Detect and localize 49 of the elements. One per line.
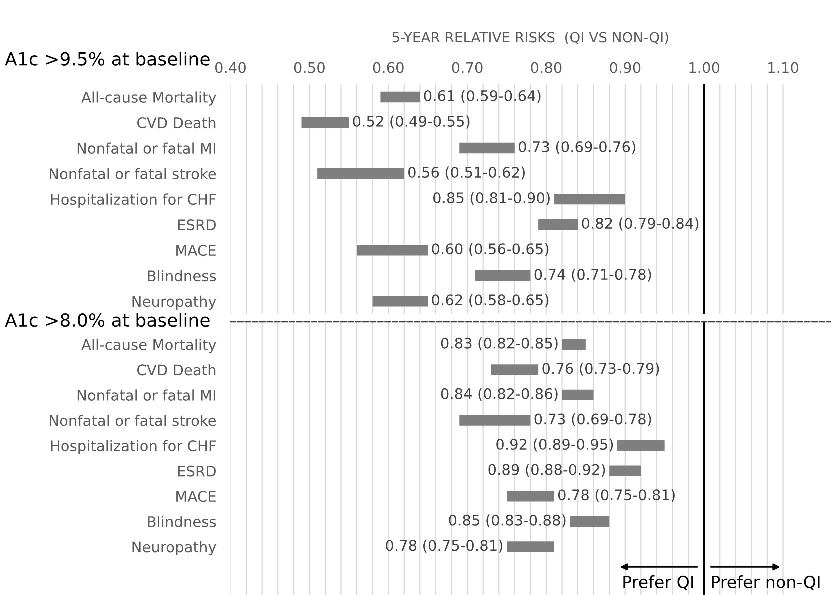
annotation: 0.85 (0.81-0.90): [433, 192, 550, 206]
annotation: 0.89 (0.88-0.92): [488, 464, 606, 478]
y-tick-label: Nonfatal or fatal stroke: [50, 414, 216, 426]
y-tick-label: Neuropathy: [132, 296, 216, 310]
annotation: 0.84 (0.82-0.86): [441, 388, 558, 402]
x-tick-label: 0.50: [294, 62, 325, 74]
annotation: 0.78 (0.75-0.81): [558, 489, 675, 502]
y-tick-label: Nonfatal or fatal stroke: [50, 168, 216, 180]
annotation: 0.92 (0.89-0.95): [496, 438, 614, 452]
annotation: 0.85 (0.83-0.88): [449, 514, 566, 528]
x-tick-label: 0.90: [610, 62, 641, 74]
annotation: 0.60 (0.56-0.65): [432, 243, 549, 256]
text: Prefer QI: [624, 576, 694, 590]
chart-subtitle: A1c >9.5% at baseline: [5, 52, 210, 66]
y-tick-label: CVD Death: [138, 117, 216, 129]
y-tick-label: Blindness: [148, 516, 216, 528]
annotation: 0.83 (0.82-0.85): [441, 338, 558, 351]
x-tick-label: 0.40: [215, 62, 246, 74]
text: Prefer non-QI: [712, 576, 820, 590]
y-tick-label: All-cause Mortality: [82, 92, 216, 106]
x-tick-label: 0.70: [452, 62, 483, 74]
y-tick-label: ESRD: [178, 220, 216, 231]
x-tick-label: 1.00: [690, 62, 720, 74]
annotation: 0.82 (0.79-0.84): [582, 218, 699, 231]
y-tick-label: Hospitalization for CHF: [51, 194, 216, 208]
annotation: 0.73 (0.69-0.78): [534, 413, 652, 426]
y-tick-label: Neuropathy: [132, 541, 216, 556]
annotation: 0.62 (0.58-0.65): [432, 294, 549, 308]
y-tick-label: Nonfatal or fatal MI: [78, 142, 216, 154]
x-tick-label: 1.10: [768, 62, 799, 74]
chart-subtitle: A1c >8.0% at baseline: [5, 313, 210, 328]
x-tick-label: 0.60: [373, 62, 404, 74]
annotation: 0.76 (0.73-0.79): [542, 362, 660, 376]
y-tick-label: CVD Death: [138, 364, 216, 376]
y-tick-label: MACE: [176, 245, 216, 256]
y-tick-label: Nonfatal or fatal MI: [78, 390, 216, 401]
y-tick-label: Hospitalization for CHF: [51, 440, 216, 454]
chart-title: 5-YEAR RELATIVE RISKS (QI VS NON-QI): [392, 32, 668, 44]
annotation: 0.56 (0.51-0.62): [408, 166, 525, 180]
annotation: 0.61 (0.59-0.64): [424, 90, 541, 104]
annotation: 0.52 (0.49-0.55): [353, 116, 470, 129]
annotation: 0.73 (0.69-0.76): [519, 141, 636, 154]
annotation: 0.74 (0.71-0.78): [534, 268, 652, 282]
x-tick-label: 0.80: [531, 62, 562, 74]
y-tick-label: ESRD: [178, 466, 216, 477]
y-tick-label: Blindness: [148, 270, 216, 282]
y-tick-label: All-cause Mortality: [82, 339, 216, 354]
y-tick-label: MACE: [176, 491, 216, 502]
annotation: 0.78 (0.75-0.81): [386, 540, 503, 553]
